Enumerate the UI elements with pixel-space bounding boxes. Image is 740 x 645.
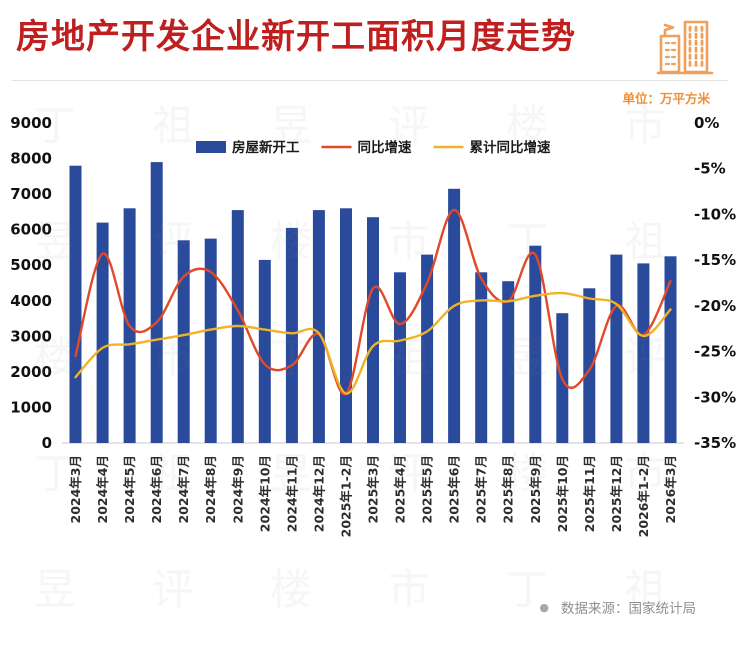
x-axis-label: 2024年7月 [176, 455, 191, 524]
left-axis-tick: 9000 [10, 114, 52, 132]
x-axis-label: 2024年11月 [284, 455, 299, 532]
left-axis-tick: 2000 [10, 363, 52, 381]
header: 房地产开发企业新开工面积月度走势 [0, 0, 740, 80]
right-axis-tick: 0% [694, 114, 719, 132]
left-axis-tick: 8000 [10, 150, 52, 168]
x-axis-label: 2025年5月 [420, 455, 435, 524]
bar [177, 240, 190, 443]
bar [583, 288, 596, 443]
right-axis-tick: -25% [694, 343, 736, 361]
right-axis-tick: -5% [694, 160, 726, 178]
x-axis-label: 2024年10月 [257, 455, 272, 532]
x-axis-label: 2024年5月 [122, 455, 137, 524]
left-axis-tick: 5000 [10, 256, 52, 274]
bar [204, 238, 217, 443]
bar [610, 254, 623, 443]
left-axis-tick: 0 [42, 434, 52, 452]
legend-label: 同比增速 [358, 139, 412, 156]
bar [502, 281, 515, 443]
bar [312, 210, 325, 443]
footer: ● 数据来源：国家统计局 [0, 597, 740, 618]
left-axis-tick: 4000 [10, 292, 52, 310]
bar [340, 208, 352, 443]
building-right-windows [688, 25, 704, 70]
bar [421, 254, 434, 443]
source-bullet-icon: ● [539, 600, 549, 614]
x-axis-label: 2024年4月 [95, 455, 110, 524]
left-axis-tick: 7000 [10, 185, 52, 203]
bar [367, 217, 379, 443]
bar [150, 162, 163, 443]
data-source-text: 数据来源：国家统计局 [561, 601, 696, 617]
x-axis-label: 2025年4月 [393, 455, 408, 524]
x-axis-label: 2025年11月 [582, 455, 597, 532]
unit-label: 单位：万平方米 [622, 91, 710, 106]
x-axis-label: 2024年9月 [230, 455, 245, 524]
bar [637, 263, 650, 443]
x-axis-label: 2025年8月 [501, 455, 516, 524]
cum-line [74, 291, 672, 395]
buildings-icon-svg [656, 20, 714, 75]
x-axis-label: 2026年1-2月 [636, 455, 651, 537]
buildings-icon [656, 12, 714, 82]
x-axis-label: 2025年1-2月 [339, 455, 354, 537]
bar [475, 272, 488, 443]
x-axis-label: 2025年10月 [555, 455, 570, 532]
x-axis-label: 2025年12月 [609, 455, 624, 532]
legend-swatch-bar [196, 141, 226, 153]
right-axis-tick: -30% [694, 388, 736, 406]
bar [96, 222, 109, 443]
bar [529, 245, 542, 443]
building-flag [663, 23, 675, 38]
building-left [659, 34, 681, 74]
x-axis-label: 2026年3月 [663, 455, 678, 524]
header-divider [12, 80, 728, 81]
legend-label: 累计同比增速 [470, 139, 551, 156]
bar [69, 165, 82, 443]
x-axis-label: 2024年3月 [68, 455, 83, 524]
left-axis-tick: 3000 [10, 327, 52, 345]
legend-label: 房屋新开工 [232, 139, 300, 156]
yoy-line [74, 208, 672, 396]
x-axis-label: 2025年6月 [447, 455, 462, 524]
x-axis-label: 2024年6月 [149, 455, 164, 524]
x-axis-label: 2024年12月 [311, 455, 326, 532]
x-axis-label: 2025年3月 [366, 455, 381, 524]
bar [394, 272, 406, 443]
bar [258, 259, 271, 443]
chart-svg: 0 1000 2000 3000 4000 5000 6000 7000 8000 9000 0% -… [10, 114, 736, 537]
page-title: 房地产开发企业新开工面积月度走势 [16, 17, 576, 57]
chart: 0 1000 2000 3000 4000 5000 6000 7000 8000 9000 0% -… [0, 107, 740, 571]
left-axis-tick: 6000 [10, 221, 52, 239]
left-axis-tick: 1000 [10, 398, 52, 416]
right-axis-tick: -15% [694, 251, 736, 269]
bar [285, 227, 298, 443]
x-axis-label: 2025年7月 [474, 455, 489, 524]
x-axis-label: 2024年8月 [203, 455, 218, 524]
x-axis-label: 2025年9月 [528, 455, 543, 524]
right-axis-tick: -20% [694, 297, 736, 315]
right-axis-tick: -10% [694, 205, 736, 223]
right-axis-tick: -35% [694, 434, 736, 452]
bar [448, 188, 461, 443]
bar [664, 256, 677, 443]
building-left-windows [664, 41, 677, 66]
